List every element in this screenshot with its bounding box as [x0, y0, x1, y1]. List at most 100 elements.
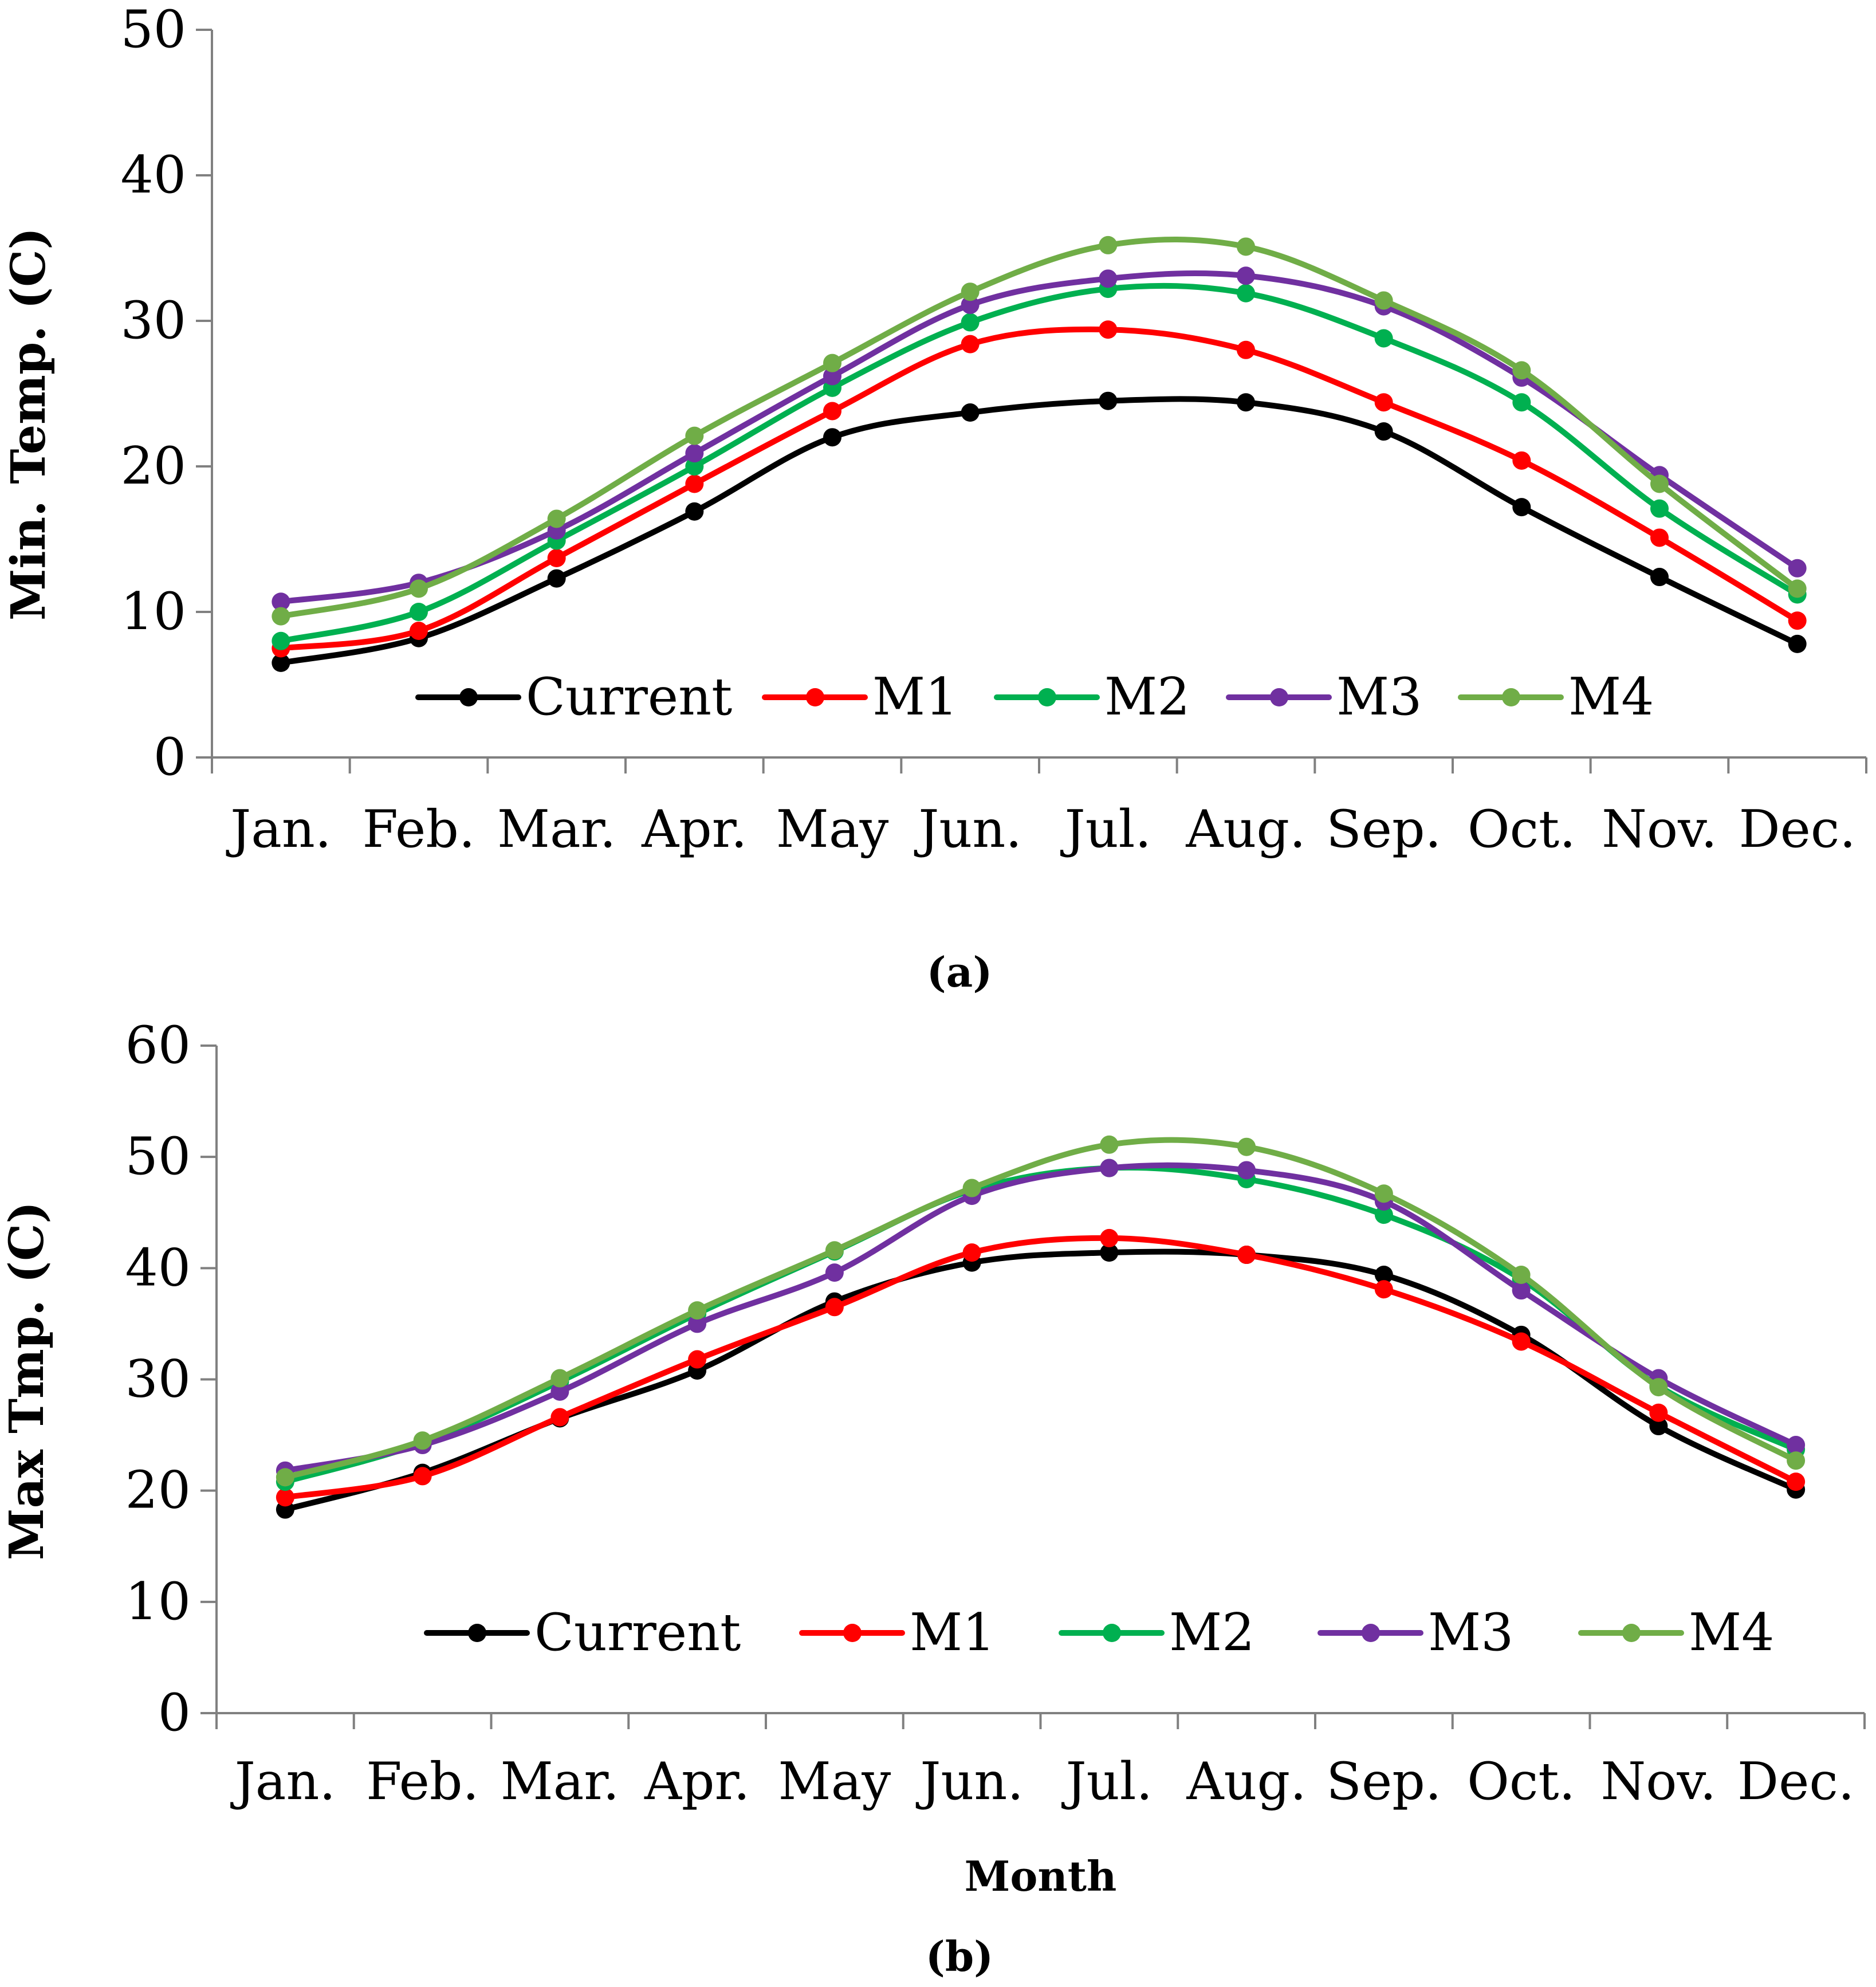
- data-point-m4: [1788, 579, 1807, 598]
- data-point-m4: [1237, 1137, 1256, 1156]
- data-point-m3: [961, 296, 980, 315]
- data-point-m1: [1512, 1332, 1531, 1351]
- data-point-current: [1374, 1265, 1393, 1284]
- series-line-current: [278, 396, 1800, 666]
- legend-marker-m3: [1362, 1624, 1380, 1642]
- data-point-m4: [1374, 1184, 1393, 1203]
- y-tick-label: 40: [125, 1238, 191, 1298]
- data-point-m1: [410, 622, 428, 641]
- legend-marker-m4: [1502, 688, 1520, 706]
- data-point-m1: [685, 474, 704, 493]
- data-point-m4: [413, 1431, 432, 1450]
- y-tick-label: 0: [158, 1683, 191, 1743]
- x-tick-label: Jun.: [915, 1752, 1024, 1812]
- x-tick-label: Mar.: [497, 799, 616, 859]
- legend-label-m2: M2: [1104, 667, 1190, 727]
- data-point-m3: [1100, 1159, 1119, 1177]
- y-tick-label: 20: [120, 436, 186, 496]
- data-point-m1: [550, 1408, 569, 1427]
- data-point-current: [1237, 393, 1255, 412]
- panel-b-max-temperature-chart: 0 10 20 30 40 50 60 Jan. Feb. Mar. Apr. May Jun. Jul.…: [0, 1015, 1866, 1981]
- data-point-m1: [962, 1243, 981, 1262]
- series-line-m1: [282, 1235, 1799, 1501]
- series-line-m4: [278, 237, 1800, 619]
- data-point-m4: [961, 282, 980, 301]
- x-tick-label: Jul.: [1060, 799, 1151, 859]
- data-point-current: [823, 428, 841, 447]
- data-point-m1: [1787, 1472, 1806, 1491]
- y-tick-label: 40: [120, 145, 186, 205]
- x-axis-title: Month: [965, 1852, 1117, 1900]
- data-point-m1: [1237, 1246, 1256, 1265]
- legend-label-m1: M1: [910, 1603, 995, 1663]
- data-point-current: [1650, 568, 1669, 587]
- data-point-m4: [1787, 1451, 1806, 1470]
- legend-label-m4: M4: [1689, 1603, 1774, 1663]
- data-point-current: [1788, 634, 1807, 653]
- x-tick-label: May: [776, 799, 889, 859]
- data-point-current: [685, 502, 704, 521]
- x-tick-label: Jun.: [914, 799, 1022, 859]
- x-tick-label: Mar.: [501, 1752, 620, 1812]
- data-point-m1: [1099, 320, 1118, 339]
- x-tick-label: Aug.: [1185, 799, 1305, 859]
- panel-a-min-temperature-chart: 0 10 20 30 40 50 Jan. Feb. Mar. Apr. May Jun. Jul. Au…: [1, 0, 1867, 996]
- data-point-m4: [1512, 361, 1531, 380]
- legend-marker-m3: [1270, 688, 1288, 706]
- data-point-m3: [1788, 559, 1807, 578]
- data-point-current: [547, 569, 566, 588]
- data-point-m1: [1788, 611, 1807, 630]
- x-tick-label: Nov.: [1602, 799, 1717, 859]
- legend-label-m2: M2: [1169, 1603, 1254, 1663]
- x-tick-label: Apr.: [644, 1752, 750, 1812]
- x-tick-label: Apr.: [641, 799, 747, 859]
- data-point-m1: [1237, 340, 1255, 359]
- data-point-m3: [550, 1382, 569, 1401]
- data-point-m1: [276, 1488, 294, 1507]
- y-tick-label: 30: [120, 290, 186, 351]
- data-point-m2: [961, 313, 980, 332]
- data-point-current: [272, 653, 290, 672]
- data-point-m4: [823, 354, 841, 372]
- data-point-m4: [276, 1468, 294, 1487]
- legend-label-current: Current: [526, 667, 732, 727]
- x-tick-label: Feb.: [362, 799, 475, 859]
- legend-marker-current: [468, 1624, 486, 1642]
- series-line-m3: [282, 1162, 1799, 1474]
- x-tick-label: Aug.: [1186, 1752, 1307, 1812]
- x-tick-label: Jan.: [226, 799, 331, 859]
- data-point-m4: [1100, 1135, 1119, 1154]
- data-point-m4: [688, 1301, 707, 1320]
- legend-label-m3: M3: [1428, 1603, 1513, 1663]
- series-line-m2: [278, 282, 1800, 644]
- data-point-m3: [685, 444, 704, 463]
- y-tick-label: 20: [125, 1460, 191, 1521]
- x-tick-label: Dec.: [1737, 1752, 1854, 1812]
- legend-marker-m1: [806, 688, 824, 706]
- data-point-m4: [685, 426, 704, 445]
- data-point-m4: [1374, 291, 1393, 310]
- data-point-m3: [688, 1314, 707, 1333]
- legend-label-m1: M1: [872, 667, 958, 727]
- data-point-m2: [1512, 393, 1531, 412]
- y-tick-label: 0: [154, 727, 186, 787]
- x-tick-label: Oct.: [1467, 1752, 1575, 1812]
- y-tick-label: 50: [125, 1126, 191, 1187]
- data-point-m4: [1099, 235, 1118, 254]
- legend-marker-m1: [843, 1624, 862, 1642]
- data-point-m4: [410, 579, 428, 598]
- data-point-m1: [1650, 528, 1669, 547]
- data-point-m4: [1649, 1378, 1668, 1397]
- data-point-current: [1649, 1417, 1668, 1436]
- data-point-m4: [825, 1241, 844, 1260]
- data-point-m3: [1787, 1436, 1806, 1455]
- x-tick-label: Oct.: [1468, 799, 1576, 859]
- x-tick-label: Jul.: [1061, 1752, 1153, 1812]
- data-point-m4: [1512, 1265, 1531, 1284]
- data-point-m4: [1650, 474, 1669, 493]
- data-point-m3: [825, 1263, 844, 1282]
- legend-marker-m4: [1622, 1624, 1641, 1642]
- series-line-m3: [278, 270, 1800, 605]
- y-tick-label: 10: [120, 582, 186, 642]
